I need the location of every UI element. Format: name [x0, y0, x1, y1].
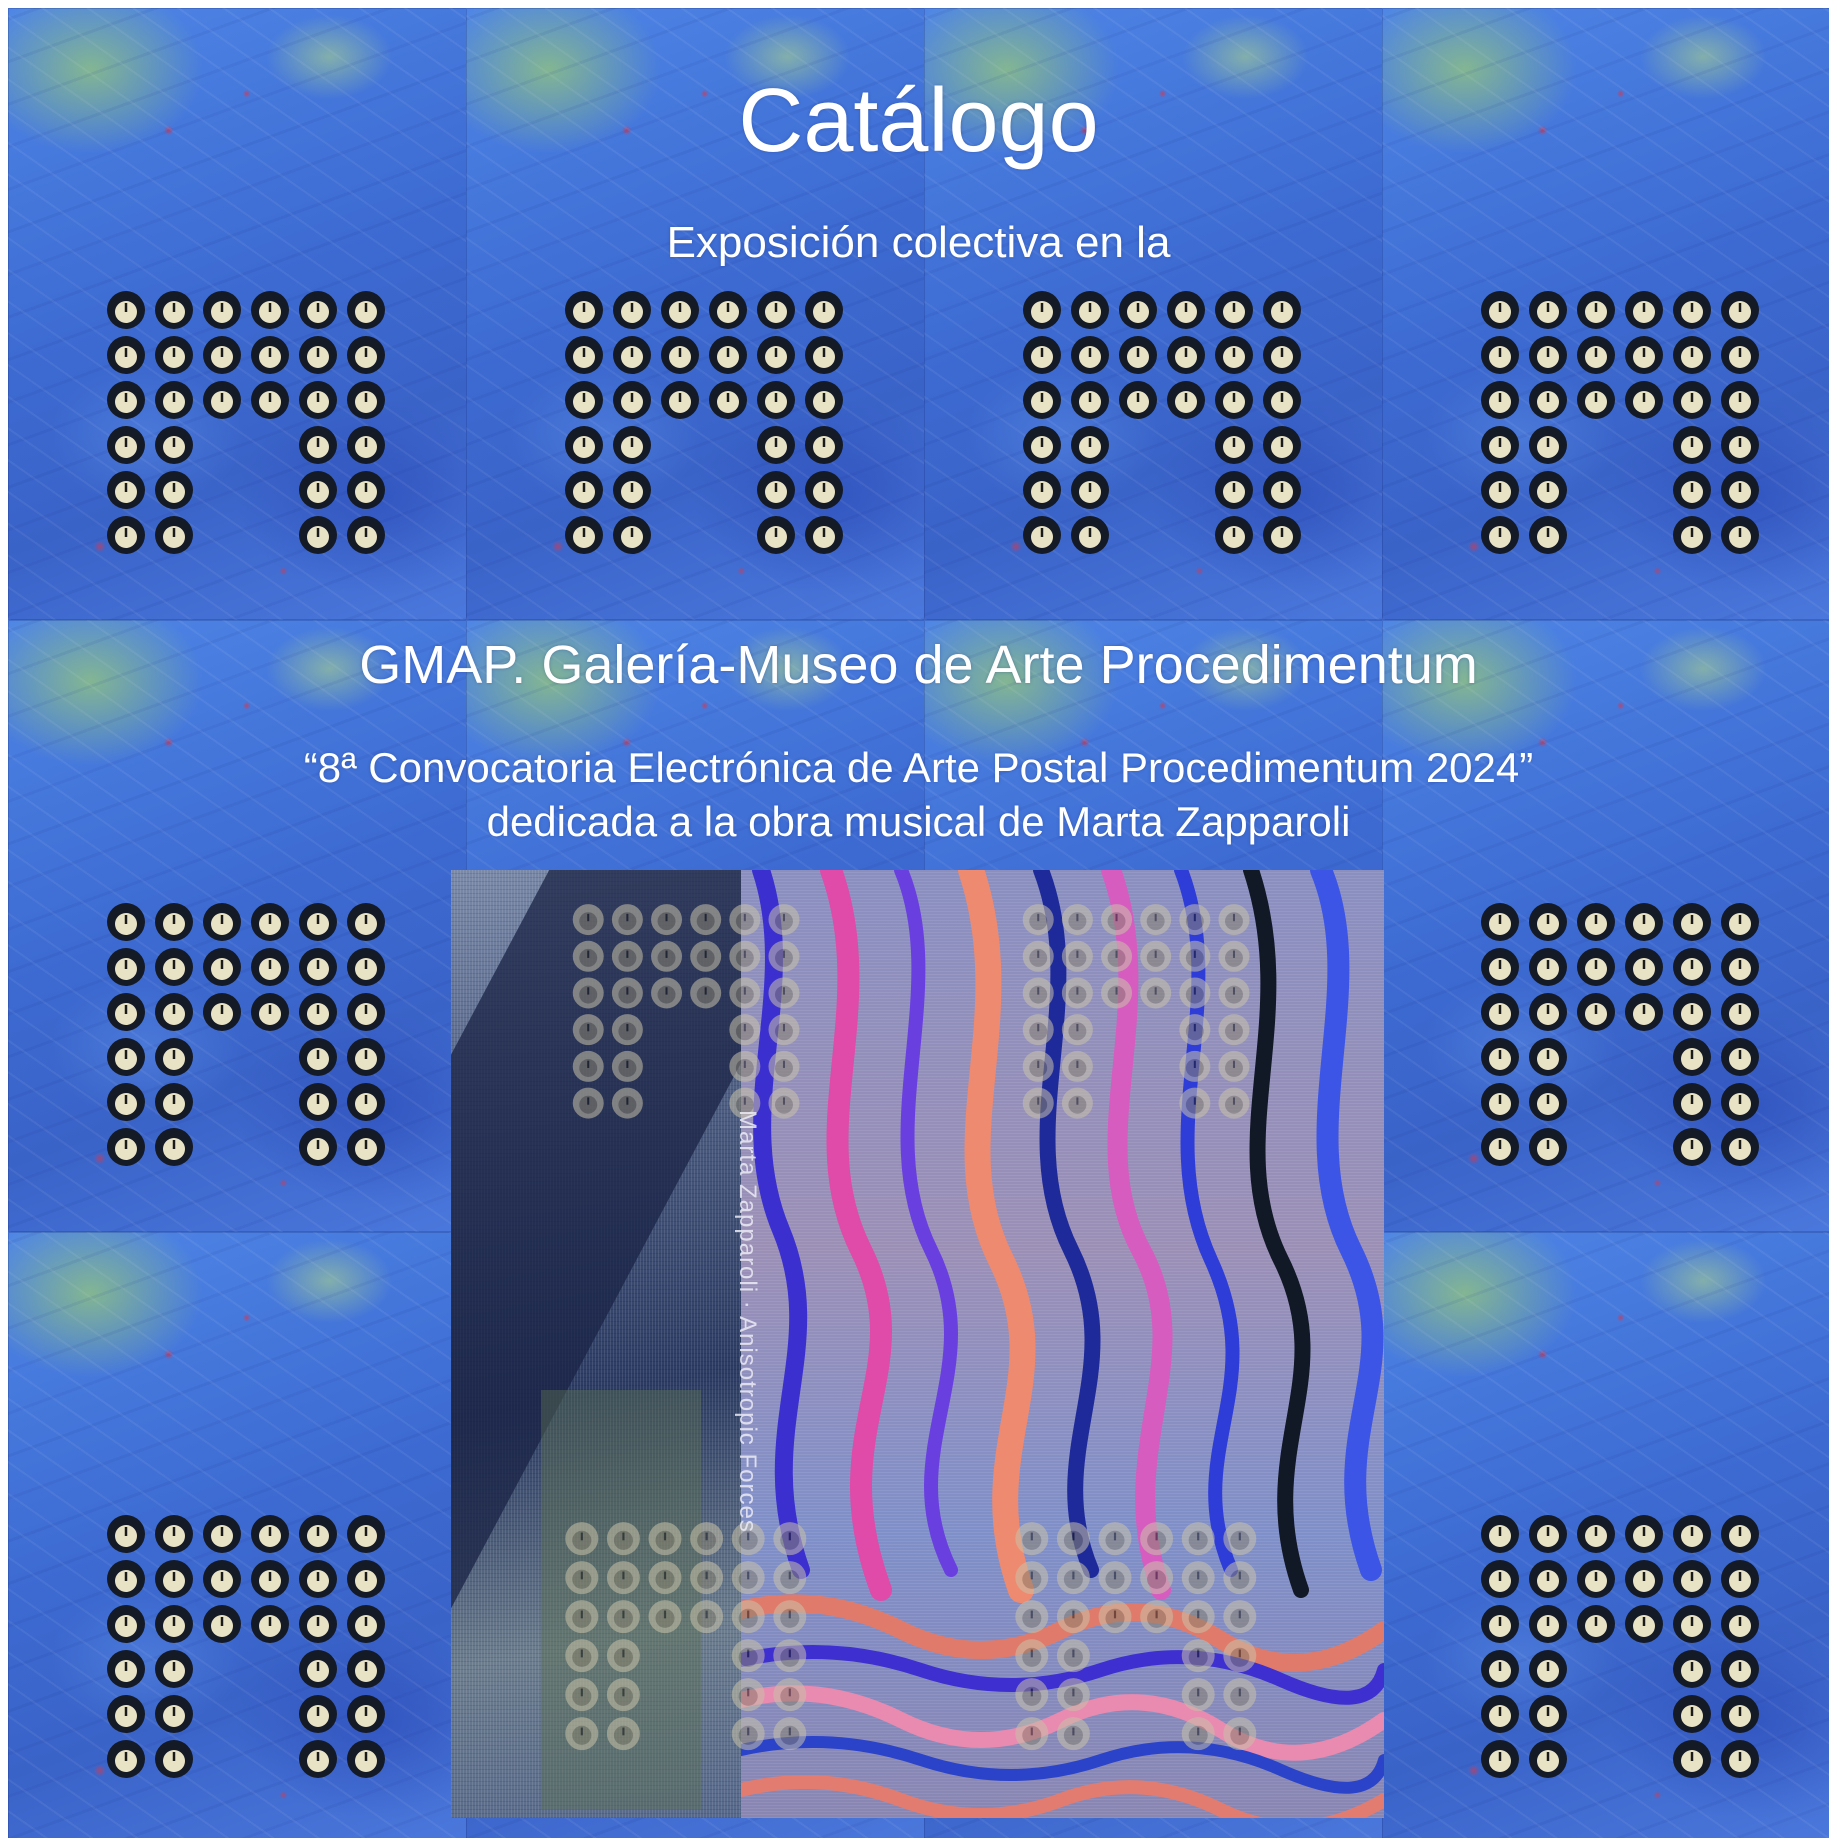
- exhibition-subtitle: Exposición colectiva en la: [8, 218, 1829, 268]
- catalog-poster: Marta Zapparoli · Anisotropic Forces Cat…: [8, 8, 1829, 1838]
- album-cover-artwork: Marta Zapparoli · Anisotropic Forces: [451, 870, 1384, 1818]
- album-knob-grid: [561, 900, 821, 1130]
- knob-grid-logo: [1476, 898, 1776, 1180]
- album-knob-grid: [561, 1500, 821, 1780]
- album-spine-text: Marta Zapparoli · Anisotropic Forces: [733, 1110, 761, 1533]
- knob-artwork-tile: [1382, 620, 1829, 1232]
- knob-grid-logo: [560, 286, 860, 568]
- knob-grid-logo: [1476, 286, 1776, 568]
- page-title: Catálogo: [8, 70, 1829, 173]
- album-knob-grid: [1011, 900, 1271, 1130]
- album-knob-grid: [1011, 1500, 1271, 1780]
- call-for-entries: “8ª Convocatoria Electrónica de Arte Pos…: [8, 744, 1829, 792]
- knob-artwork-tile: [1382, 1232, 1829, 1838]
- gallery-name: GMAP. Galería-Museo de Arte Procedimentu…: [8, 634, 1829, 696]
- knob-grid-logo: [1476, 1510, 1776, 1792]
- knob-grid-logo: [102, 1510, 402, 1792]
- knob-artwork-tile: [8, 620, 467, 1232]
- knob-grid-logo: [102, 898, 402, 1180]
- knob-grid-logo: [102, 286, 402, 568]
- dedication-line: dedicada a la obra musical de Marta Zapp…: [8, 798, 1829, 846]
- knob-artwork-tile: [8, 1232, 467, 1838]
- knob-grid-logo: [1018, 286, 1318, 568]
